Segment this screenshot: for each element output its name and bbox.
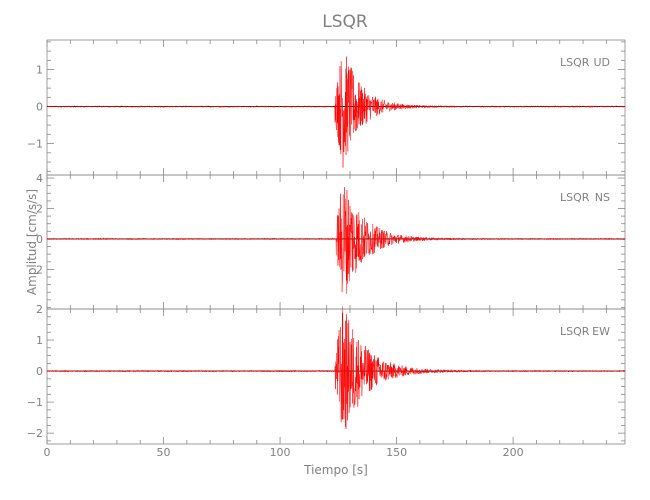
component-label: EW: [592, 325, 610, 338]
x-tick-label: 50: [157, 446, 171, 459]
chart-title: LSQR: [322, 12, 368, 32]
y-tick-label: 2: [36, 263, 43, 276]
y-tick-label: −2: [27, 427, 43, 440]
x-tick-label: 150: [386, 446, 407, 459]
waveform-trace: [46, 187, 626, 294]
waveform-trace: [46, 56, 626, 168]
component-label: UD: [593, 56, 610, 69]
y-tick-label: 1: [36, 64, 43, 77]
y-tick-label: 1: [36, 334, 43, 347]
station-label: LSQR: [560, 325, 590, 338]
x-tick-label: 100: [270, 446, 291, 459]
x-tick-label: 0: [44, 446, 51, 459]
y-tick-label: −1: [27, 138, 43, 151]
y-tick-label: 0: [36, 101, 43, 114]
station-label: LSQR: [560, 56, 590, 69]
y-tick-label: 0: [36, 365, 43, 378]
x-tick-label: 200: [503, 446, 524, 459]
y-tick-label: 2: [36, 203, 43, 216]
y-tick-label: 2: [36, 303, 43, 316]
y-tick-label: 0: [36, 233, 43, 246]
panel-ns: 2 0 2 4 LSQR NS: [36, 172, 626, 310]
station-label: LSQR: [560, 191, 590, 204]
panel-ew: −2 −1 0 1 2 LSQR EW: [27, 303, 626, 445]
x-axis-label: Tiempo [s]: [303, 463, 368, 477]
component-label: NS: [595, 191, 610, 204]
y-tick-label: 4: [36, 172, 43, 185]
panel-ud: −1 0 1 LSQR UD: [27, 39, 626, 176]
x-axis: 0 50 100 150 200: [44, 446, 524, 459]
y-axis-label: Amplitud [cm/s/s]: [25, 189, 39, 295]
waveform-trace: [46, 306, 626, 430]
panel-frame: [46, 308, 626, 445]
y-tick-label: −1: [27, 396, 43, 409]
